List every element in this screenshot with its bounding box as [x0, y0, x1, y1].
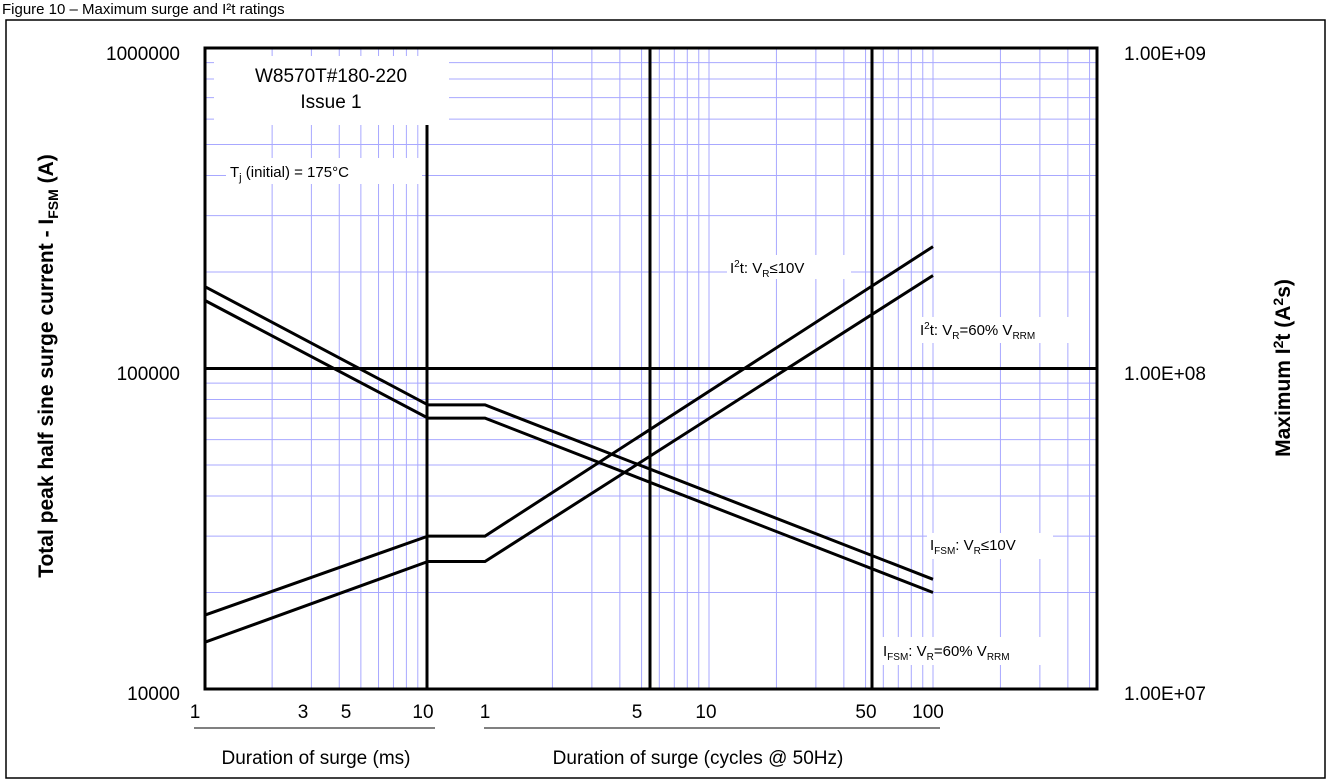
series-line-1 [204, 274, 934, 644]
series-line-2 [204, 285, 934, 581]
series-label-i2t-10v: I2t: VR≤10V [730, 259, 804, 280]
x-ms-tick-3: 3 [298, 702, 309, 723]
y-right-tick-mid: 1.00E+08 [1124, 364, 1206, 385]
x-ms-tick-1: 1 [190, 702, 201, 723]
x-ms-tick-10: 10 [412, 702, 433, 723]
series-layer [204, 245, 934, 644]
doc-id-line2: Issue 1 [300, 92, 361, 113]
series-line-3 [204, 299, 934, 594]
y-left-tick-bottom: 10000 [127, 684, 180, 705]
label-bg-ifsm-10v [927, 533, 1053, 559]
y-left-axis-label: Total peak half sine surge current - IFS… [35, 154, 61, 578]
x-ms-axis-label: Duration of surge (ms) [221, 748, 410, 769]
x-ms-tick-5: 5 [341, 702, 352, 723]
x-cyc-tick-5: 5 [632, 702, 643, 723]
label-bg-i2t-60 [917, 317, 1089, 343]
tj-annotation-bg [226, 158, 422, 184]
series-label-ifsm-10v: IFSM: VR≤10V [930, 537, 1016, 557]
y-right-tick-bottom: 1.00E+07 [1124, 684, 1206, 705]
series-label-ifsm-60: IFSM: VR=60% VRRM [883, 643, 1010, 663]
x-cyc-tick-1: 1 [480, 702, 491, 723]
tj-annotation: Tj (initial) = 175°C [230, 164, 349, 184]
series-label-i2t-60: I2t: VR=60% VRRM [920, 321, 1035, 342]
major-gridlines [205, 48, 1097, 689]
doc-id-box [214, 56, 449, 125]
x-cyc-tick-50: 50 [855, 702, 876, 723]
y-right-tick-top: 1.00E+09 [1124, 44, 1206, 65]
plot-border [203, 46, 1099, 691]
label-bg-ifsm-60 [880, 637, 1066, 665]
series-line-0 [204, 245, 934, 617]
outer-frame [5, 19, 1326, 779]
y-left-tick-mid: 100000 [117, 364, 180, 385]
doc-id-line1: W8570T#180-220 [255, 66, 407, 87]
label-bg-i2t-10v [727, 255, 851, 279]
x-cyc-tick-10: 10 [695, 702, 716, 723]
y-right-axis-label: Maximum I2t (A2s) [1270, 279, 1295, 457]
figure-caption: Figure 10 – Maximum surge and I²t rating… [2, 1, 285, 18]
x-cycles-axis-label: Duration of surge (cycles @ 50Hz) [553, 748, 844, 769]
y-left-tick-top: 1000000 [106, 44, 180, 65]
x-cyc-tick-100: 100 [912, 702, 944, 723]
